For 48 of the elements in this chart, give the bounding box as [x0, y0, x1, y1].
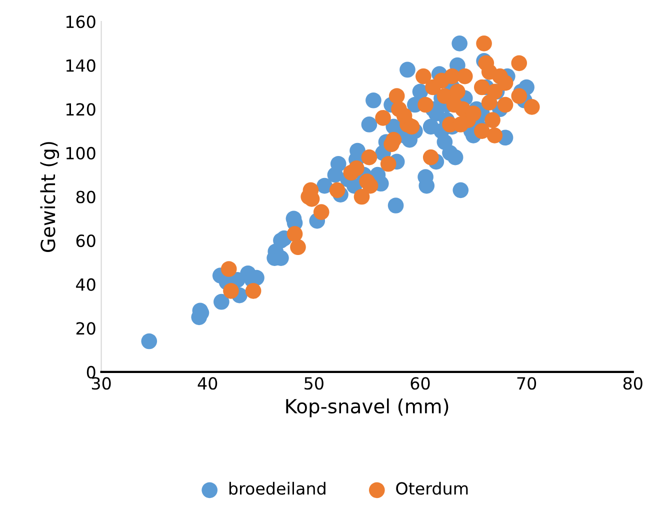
point	[354, 188, 370, 205]
point	[511, 88, 528, 104]
x-axis-title: Kop-snavel (mm)	[286, 398, 448, 418]
point	[484, 112, 500, 128]
y-tick-label: 160	[66, 16, 96, 28]
point	[245, 282, 262, 299]
point	[418, 96, 434, 113]
point	[474, 79, 490, 96]
x-tick-label: 70	[517, 377, 536, 390]
x-tick-label: 50	[304, 377, 324, 390]
point	[223, 282, 239, 299]
point	[329, 182, 346, 198]
y-tick-label: 20	[76, 322, 96, 335]
point	[511, 55, 528, 72]
x-tick-label: 80	[623, 377, 642, 390]
point	[497, 74, 514, 91]
y-tick-label: 80	[76, 190, 96, 204]
point	[362, 178, 378, 194]
x-tick-label: 40	[198, 377, 218, 390]
point	[220, 261, 237, 277]
point	[422, 149, 439, 166]
y-tick-label: 40	[76, 278, 96, 291]
x-tick-label: 30	[92, 377, 111, 390]
point	[348, 160, 364, 176]
point	[416, 68, 432, 84]
point	[375, 110, 391, 126]
point	[380, 156, 396, 172]
legend-label: broedeiland	[229, 482, 326, 495]
legend-label: Oterdum	[396, 482, 468, 495]
y-axis-title: Gewicht (g)	[40, 142, 60, 252]
point	[313, 204, 330, 220]
y-tick-label: 0	[86, 366, 96, 378]
point	[486, 128, 503, 144]
y-tick-label: 100	[66, 146, 96, 160]
point	[474, 123, 490, 139]
point	[361, 149, 378, 166]
point	[476, 36, 492, 52]
point	[456, 68, 473, 84]
point	[290, 239, 306, 256]
y-tick-label: 60	[76, 234, 96, 248]
point	[497, 96, 514, 113]
point	[524, 99, 540, 115]
y-tick-label: 140	[66, 59, 96, 72]
point	[388, 88, 405, 104]
y-tick-label: 120	[66, 103, 96, 116]
x-tick-label: 60	[410, 377, 430, 390]
point	[450, 84, 466, 100]
point	[286, 226, 303, 242]
